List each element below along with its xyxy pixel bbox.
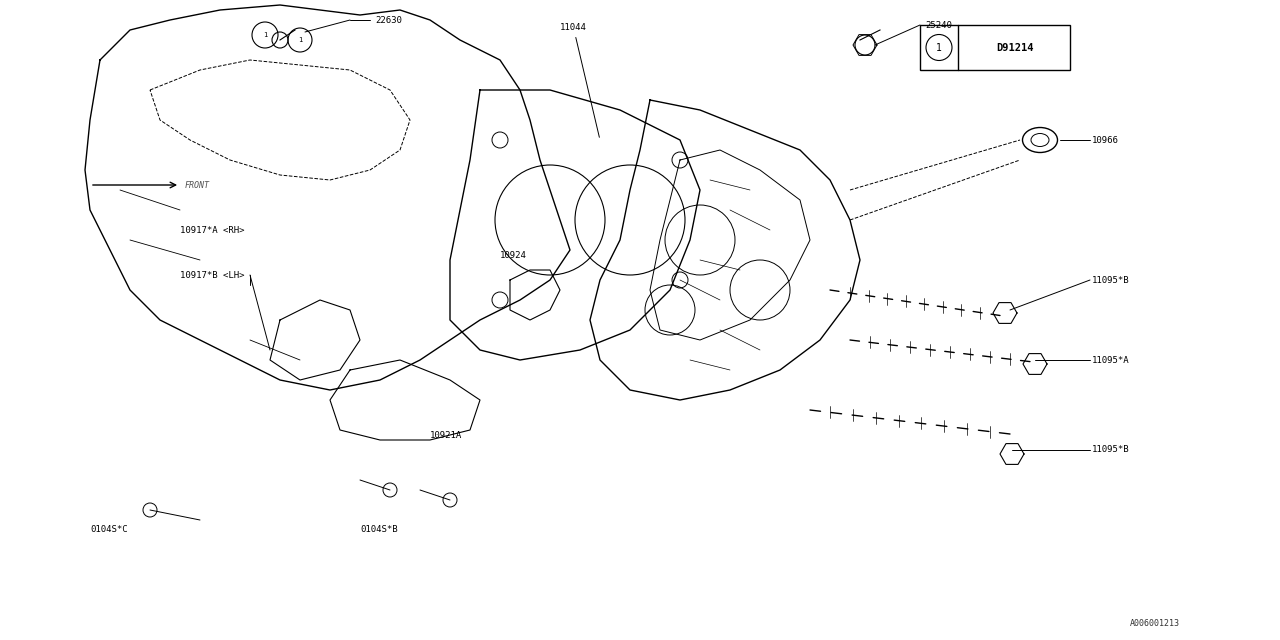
Text: 22630: 22630 <box>375 15 402 24</box>
Text: 0104S*C: 0104S*C <box>90 525 128 534</box>
Text: 10917*A <RH>: 10917*A <RH> <box>180 225 244 234</box>
Text: 0104S*B: 0104S*B <box>360 525 398 534</box>
Text: 11095*B: 11095*B <box>1092 275 1130 285</box>
Text: 10921A: 10921A <box>430 431 462 440</box>
Text: 10966: 10966 <box>1092 136 1119 145</box>
Text: 11095*B: 11095*B <box>1092 445 1130 454</box>
Text: 1: 1 <box>936 42 942 52</box>
Text: 10924: 10924 <box>500 250 527 259</box>
Text: 1: 1 <box>262 32 268 38</box>
FancyBboxPatch shape <box>920 25 1070 70</box>
Text: A006001213: A006001213 <box>1130 619 1180 628</box>
Text: D91214: D91214 <box>996 42 1034 52</box>
Text: FRONT: FRONT <box>186 180 210 189</box>
Text: 11095*A: 11095*A <box>1092 355 1130 365</box>
Text: 1: 1 <box>298 37 302 43</box>
Text: 25240: 25240 <box>925 20 952 29</box>
Text: 11044: 11044 <box>561 23 599 138</box>
Text: 10917*B <LH>: 10917*B <LH> <box>180 271 244 280</box>
